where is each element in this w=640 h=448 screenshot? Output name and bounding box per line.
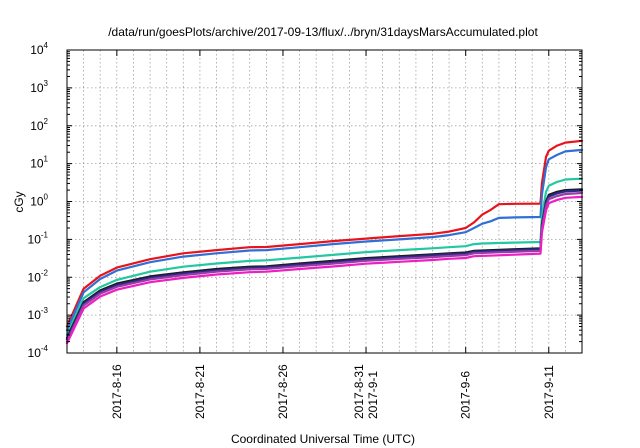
series-line	[65, 191, 584, 343]
y-tick-base: 10	[28, 270, 42, 284]
x-tick-label: 2017-8-26	[276, 364, 290, 419]
y-tick-label: 10-4	[28, 344, 49, 360]
x-tick-label: 2017-8-31	[352, 364, 366, 419]
x-tick-label: 2017-9-1	[366, 371, 380, 419]
x-tick-label: 2017-8-16	[110, 364, 124, 419]
y-tick-label: 103	[30, 79, 48, 95]
x-axis: 2017-8-16 2017-8-21 2017-8-26 2017-8-31 2017…	[110, 50, 556, 419]
x-axis-label: Coordinated Universal Time (UTC)	[231, 432, 415, 446]
y-tick-base: 10	[28, 232, 42, 246]
series-line	[65, 139, 584, 328]
y-tick-base: 10	[30, 81, 44, 95]
y-tick-base: 10	[30, 43, 44, 57]
series-line	[65, 195, 584, 345]
series-group	[65, 139, 584, 345]
y-tick-exponent: -2	[41, 268, 49, 277]
y-tick-label: 101	[30, 155, 48, 171]
y-tick-exponent: -4	[41, 344, 49, 353]
series-line	[65, 177, 584, 336]
x-tick-label: 2017-9-11	[542, 365, 556, 419]
y-tick-exponent: 1	[44, 155, 49, 164]
y-tick-exponent: -3	[41, 306, 49, 315]
y-tick-exponent: 0	[44, 193, 49, 202]
y-tick-base: 10	[30, 195, 44, 209]
y-tick-label: 10-3	[28, 306, 49, 322]
y-tick-base: 10	[28, 308, 42, 322]
y-tick-exponent: 2	[44, 117, 49, 126]
grid	[67, 50, 582, 353]
y-tick-base: 10	[28, 346, 42, 360]
series-line	[65, 189, 584, 341]
y-tick-label: 100	[30, 193, 48, 209]
y-tick-exponent: 4	[44, 41, 49, 50]
y-tick-base: 10	[30, 157, 44, 171]
y-tick-base: 10	[30, 119, 44, 133]
y-tick-exponent: -1	[41, 230, 49, 239]
y-tick-exponent: 3	[44, 79, 49, 88]
x-tick-label: 2017-9-6	[459, 371, 473, 419]
chart-title: /data/run/goesPlots/archive/2017-09-13/f…	[108, 25, 538, 39]
y-axis-label: cGy	[12, 191, 26, 212]
x-tick-label: 2017-8-21	[193, 364, 207, 419]
y-tick-label: 10-2	[28, 268, 49, 284]
y-tick-label: 102	[30, 117, 48, 133]
y-tick-label: 10-1	[28, 230, 49, 246]
y-tick-label: 104	[30, 41, 48, 57]
series-line	[65, 148, 584, 332]
